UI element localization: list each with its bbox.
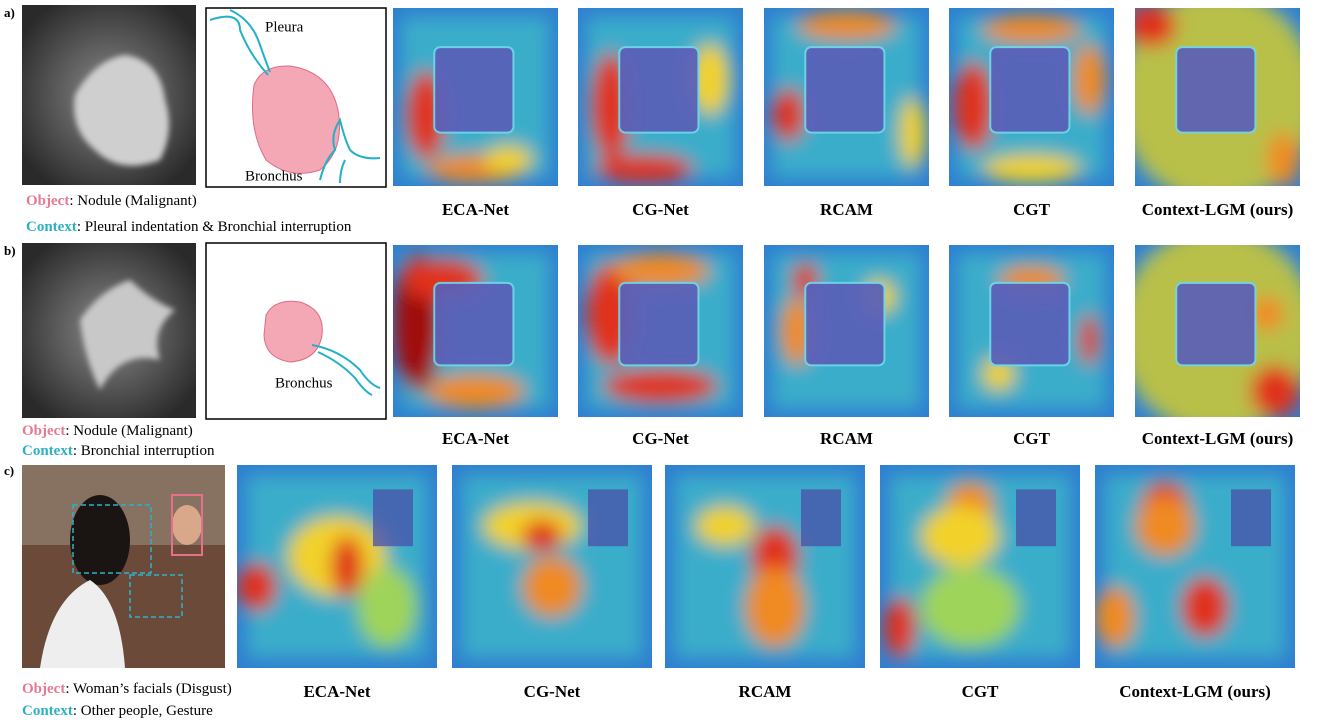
object-caption: Object: Woman’s facials (Disgust) — [22, 681, 232, 697]
heat-blob — [1267, 133, 1300, 186]
person-hair — [70, 495, 130, 585]
face-box — [1231, 489, 1271, 546]
masked-region — [619, 283, 698, 366]
method-label: CG-Net — [632, 200, 689, 219]
heat-blob — [745, 567, 805, 648]
masked-region — [990, 283, 1069, 366]
method-label: Context-LGM (ours) — [1119, 682, 1271, 701]
row-label: c) — [4, 463, 14, 478]
masked-region — [805, 47, 884, 132]
heat-blob — [1127, 4, 1177, 47]
method-label: ECA-Net — [442, 200, 509, 219]
heatmap — [949, 245, 1114, 417]
row-label: a) — [4, 5, 15, 20]
context-caption: Context: Pleural indentation & Bronchial… — [26, 219, 352, 235]
masked-region — [990, 47, 1069, 132]
heatmap — [764, 8, 929, 186]
face-box — [1016, 489, 1056, 546]
masked-region — [434, 47, 513, 132]
masked-region — [1176, 283, 1255, 366]
diagram-label: Pleura — [265, 19, 304, 35]
heat-blob — [1073, 44, 1106, 115]
face-box — [588, 489, 628, 546]
heat-blob — [695, 506, 755, 547]
heat-blob — [484, 145, 534, 173]
heat-blob — [1181, 577, 1229, 638]
heat-blob — [331, 536, 363, 597]
context-caption: Context: Bronchial interruption — [22, 443, 215, 459]
face — [172, 505, 202, 545]
heat-blob — [899, 97, 925, 168]
method-label: CGT — [1013, 200, 1051, 219]
heat-blob — [982, 15, 1081, 43]
diagram-label: Bronchus — [275, 375, 333, 391]
heat-blob — [603, 369, 719, 403]
heat-blob — [1135, 495, 1195, 556]
heat-blob — [522, 556, 582, 617]
row-label: b) — [4, 243, 16, 258]
object-caption: Object: Nodule (Malignant) — [26, 193, 197, 209]
heatmap — [1119, 0, 1317, 204]
heat-blob — [237, 562, 277, 611]
heatmap — [764, 245, 929, 417]
method-label: RCAM — [820, 429, 873, 448]
heatmap — [393, 8, 558, 186]
masked-region — [805, 283, 884, 366]
heatmap — [949, 8, 1114, 186]
masked-region — [434, 283, 513, 366]
heat-blob — [884, 597, 916, 658]
figure: a) Pleura Bronchus Object: Nodule (Malig… — [0, 0, 1322, 722]
method-label: CGT — [962, 682, 1000, 701]
masked-region — [619, 47, 698, 132]
heat-blob — [954, 61, 994, 150]
method-label: RCAM — [739, 682, 792, 701]
heatmap — [393, 245, 558, 417]
nodule-shape — [264, 301, 322, 362]
heat-blob — [522, 520, 562, 552]
heat-blob — [920, 567, 1020, 648]
method-label: CGT — [1013, 429, 1051, 448]
heat-blob — [357, 567, 417, 648]
heat-blob — [426, 374, 525, 408]
heat-blob — [772, 88, 805, 141]
method-label: CG-Net — [524, 682, 581, 701]
method-label: RCAM — [820, 200, 873, 219]
method-label: ECA-Net — [303, 682, 370, 701]
context-caption: Context: Other people, Gesture — [22, 703, 213, 719]
heat-blob — [1079, 314, 1099, 366]
object-caption: Object: Nodule (Malignant) — [22, 423, 193, 439]
heat-blob — [595, 154, 694, 182]
heat-blob — [1095, 587, 1135, 648]
heatmap — [1119, 228, 1317, 434]
face-box — [373, 489, 413, 546]
heatmap — [578, 245, 743, 417]
heat-blob — [920, 506, 1000, 567]
heatmap — [578, 8, 743, 186]
masked-region — [1176, 47, 1255, 132]
heat-blob — [1251, 365, 1301, 417]
method-label: Context-LGM (ours) — [1142, 200, 1294, 219]
face-box — [801, 489, 841, 546]
diagram-label: Bronchus — [245, 168, 303, 184]
method-label: Context-LGM (ours) — [1142, 429, 1294, 448]
method-label: CG-Net — [632, 429, 689, 448]
method-label: ECA-Net — [442, 429, 509, 448]
heat-blob — [797, 12, 896, 40]
heat-blob — [982, 154, 1081, 182]
